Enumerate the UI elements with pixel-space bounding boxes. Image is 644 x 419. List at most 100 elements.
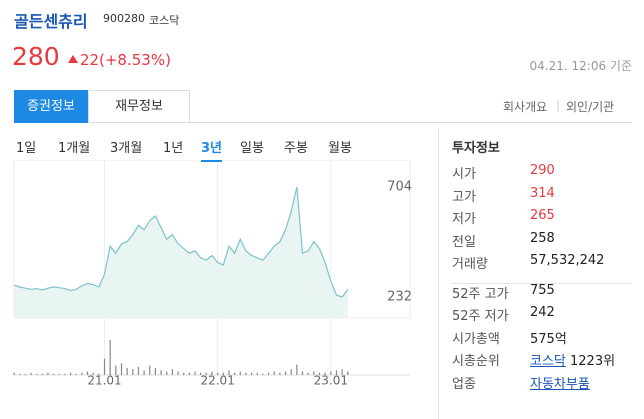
volume-bar bbox=[239, 371, 241, 375]
volume-bar bbox=[41, 373, 43, 375]
volume-bar bbox=[160, 370, 162, 375]
info-link[interactable]: 코스닥 bbox=[530, 354, 566, 369]
volume-bar bbox=[86, 371, 89, 375]
volume-bar bbox=[92, 372, 94, 375]
stock-name[interactable]: 골든센츄리 bbox=[14, 12, 88, 31]
y-tick-label: 704 bbox=[387, 180, 412, 195]
info-value: 242 bbox=[530, 305, 555, 320]
link[interactable]: 외인/기관 bbox=[566, 100, 615, 114]
volume-bar bbox=[120, 363, 123, 375]
volume-bar bbox=[177, 371, 179, 375]
info-value: 258 bbox=[530, 230, 555, 246]
volume-bar bbox=[109, 340, 111, 375]
volume-bar bbox=[137, 366, 140, 375]
volume-bar bbox=[36, 373, 38, 375]
volume-bar bbox=[188, 372, 190, 375]
info-value: 290 bbox=[530, 163, 555, 178]
period-tab[interactable]: 3년 bbox=[201, 137, 223, 162]
period-tab[interactable]: 3개월 bbox=[110, 141, 143, 156]
divider bbox=[438, 128, 439, 419]
volume-bar bbox=[205, 372, 207, 375]
period-tab[interactable]: 주봉 bbox=[284, 141, 308, 156]
volume-bar bbox=[132, 369, 134, 375]
info-divider bbox=[452, 283, 632, 284]
info-value: 575억 bbox=[530, 331, 567, 347]
volume-bar bbox=[58, 373, 60, 375]
volume-bar bbox=[143, 370, 145, 375]
volume-bar bbox=[103, 358, 106, 375]
volume-bar bbox=[313, 371, 315, 375]
price-line bbox=[13, 186, 349, 298]
volume-bar bbox=[284, 371, 287, 375]
tab-bar bbox=[14, 90, 632, 123]
y-tick-label: 232 bbox=[387, 290, 412, 305]
volume-bar bbox=[98, 373, 100, 375]
info-label: 고가 bbox=[452, 189, 476, 205]
volume-bar bbox=[341, 369, 343, 375]
tab-active[interactable]: 증권정보 bbox=[14, 90, 88, 123]
info-value: 265 bbox=[530, 208, 555, 223]
x-tick-label: 23.01 bbox=[314, 374, 348, 388]
volume-bar bbox=[279, 372, 281, 375]
volume-bar bbox=[256, 372, 258, 375]
volume-bar bbox=[228, 370, 230, 375]
info-label: 시총순위 bbox=[452, 354, 500, 369]
volume-bar bbox=[290, 369, 292, 375]
volume-bar bbox=[273, 371, 275, 375]
separator: | bbox=[556, 98, 561, 112]
volume-bar bbox=[324, 372, 326, 375]
info-title: 투자정보 bbox=[452, 141, 500, 156]
volume-bar bbox=[222, 372, 224, 375]
volume-bar bbox=[166, 371, 168, 375]
volume-bar bbox=[149, 365, 151, 375]
volume-bar bbox=[296, 364, 298, 375]
volume-bar bbox=[183, 372, 185, 375]
volume-bar bbox=[245, 372, 247, 375]
link[interactable]: 회사개요 bbox=[503, 100, 548, 114]
info-label: 52주 저가 bbox=[452, 309, 509, 324]
period-tab[interactable]: 1일 bbox=[16, 141, 37, 156]
period-tab[interactable]: 일봉 bbox=[240, 141, 264, 156]
info-label: 저가 bbox=[452, 212, 476, 227]
volume-bar bbox=[64, 373, 66, 375]
info-value: 314 bbox=[530, 185, 555, 201]
stock-code: 900280 bbox=[103, 12, 145, 25]
info-label: 52주 고가 bbox=[452, 286, 509, 302]
info-label: 전일 bbox=[452, 234, 476, 250]
volume-bar bbox=[171, 369, 173, 375]
volume-bar bbox=[126, 368, 128, 375]
tab[interactable]: 재무정보 bbox=[88, 90, 190, 122]
volume-bar bbox=[75, 373, 77, 375]
info-label: 시가총액 bbox=[452, 331, 500, 347]
period-tab[interactable]: 1개월 bbox=[58, 141, 91, 156]
area bbox=[14, 187, 348, 318]
volume-bar bbox=[81, 372, 83, 375]
info-label: 거래량 bbox=[452, 257, 488, 272]
volume-bar bbox=[211, 371, 213, 375]
period-tab[interactable]: 1년 bbox=[163, 141, 184, 156]
chart: 21.01 22.01 23.01 232 704 bbox=[13, 160, 412, 388]
info-label: 시가 bbox=[452, 167, 476, 182]
volume-bar bbox=[47, 372, 49, 375]
info-value: 755 bbox=[530, 282, 555, 298]
volume-bar bbox=[30, 372, 32, 375]
volume-bar bbox=[115, 365, 117, 375]
info-value: 57,532,242 bbox=[530, 253, 605, 268]
market: 코스닥 bbox=[149, 14, 180, 27]
change-pct: (+8.53%) bbox=[99, 51, 171, 69]
x-tick-label: 21.01 bbox=[87, 374, 121, 388]
volume-bar bbox=[13, 372, 15, 375]
volume-bar bbox=[69, 372, 72, 375]
volume-bar bbox=[347, 371, 349, 375]
volume-bar bbox=[267, 372, 270, 375]
change: 22 bbox=[80, 51, 100, 69]
info-link[interactable]: 자동차부품 bbox=[530, 376, 590, 392]
timestamp: 04.21. 12:06 기준 bbox=[529, 59, 632, 73]
period-tab[interactable]: 월봉 bbox=[328, 141, 352, 156]
volume-bar bbox=[154, 368, 157, 375]
price: 280 bbox=[12, 42, 60, 71]
volume-bar bbox=[251, 372, 253, 375]
volume-bar bbox=[194, 371, 196, 375]
volume-bar bbox=[19, 373, 21, 375]
